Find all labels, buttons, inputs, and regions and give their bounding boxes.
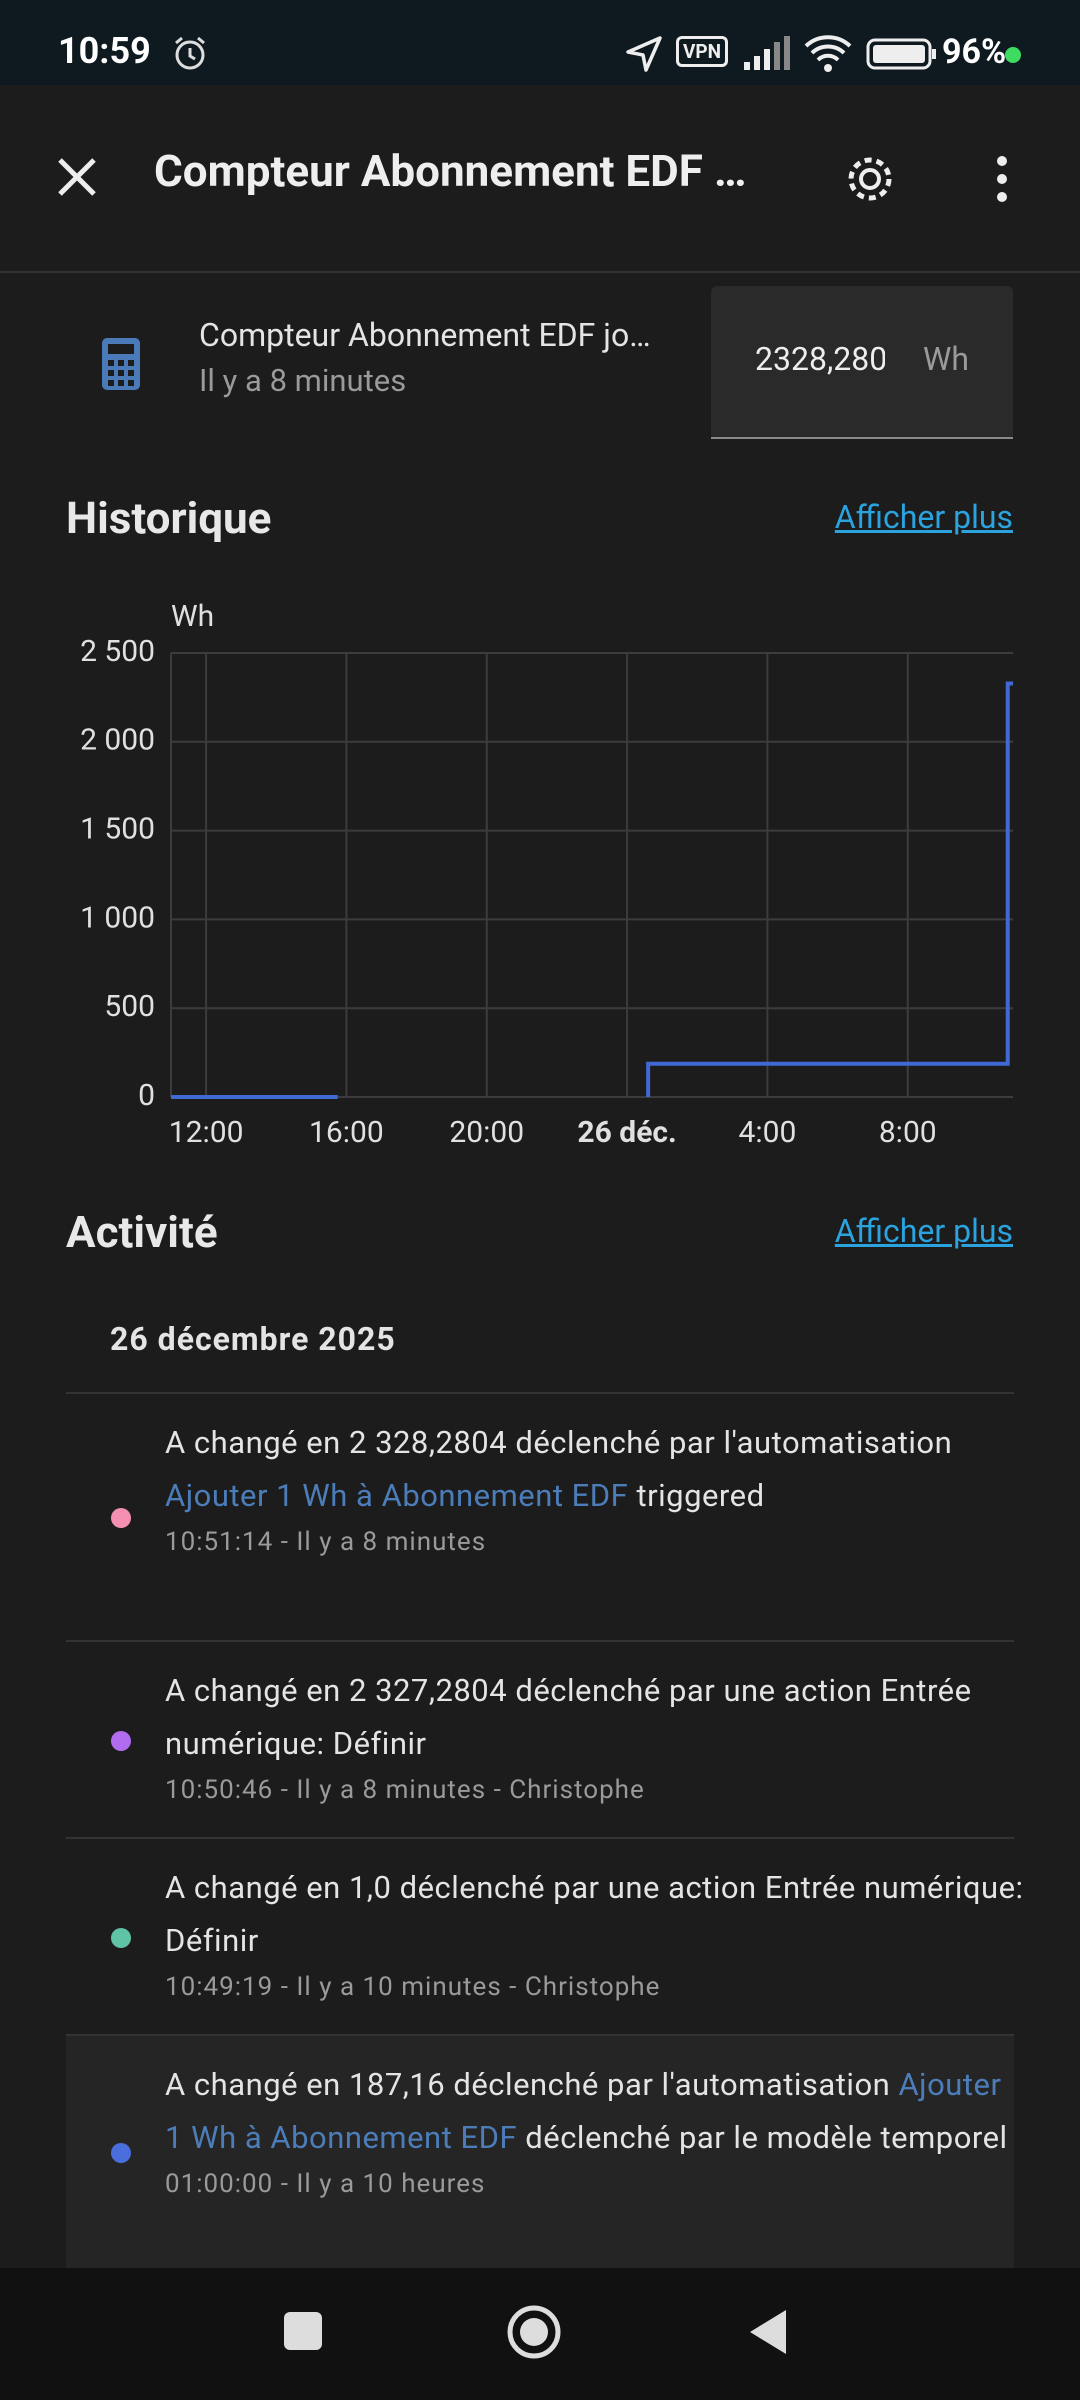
battery-icon — [866, 38, 936, 70]
vpn-badge: VPN — [676, 36, 729, 67]
alarm-icon — [175, 36, 205, 70]
value-input[interactable]: 2328,280 Wh — [711, 286, 1013, 439]
y-tick-label: 1 500 — [80, 812, 155, 847]
message-text: A changé en 2 327,2804 déclenché par une… — [165, 1672, 972, 1762]
y-tick-label: 0 — [138, 1078, 155, 1113]
activity-text: A changé en 2 327,2804 déclenché par une… — [165, 1664, 1025, 1810]
history-chart: Wh 0 500 1 000 1 500 2 000 2 500 12:00 16:00 20:… — [80, 599, 1013, 1150]
activity-item: A changé en 1,0 déclenché par une action… — [66, 1837, 1023, 2036]
location-icon — [626, 36, 662, 72]
calculator-icon — [102, 338, 140, 390]
y-axis-label: Wh — [171, 599, 214, 634]
activity-text: A changé en 187,16 déclenché par l'autom… — [165, 2058, 1025, 2204]
y-tick-label: 1 000 — [80, 900, 155, 935]
message-suffix: triggered — [628, 1477, 765, 1514]
activity-message: A changé en 2 328,2804 déclenché par l'a… — [165, 1416, 1025, 1522]
activity-dot — [111, 1730, 131, 1751]
x-tick-label: 26 déc. — [577, 1115, 676, 1150]
x-tick-label: 4:00 — [738, 1115, 796, 1150]
message-text: A changé en 187,16 déclenché par l'autom… — [165, 2066, 899, 2103]
x-tick-label: 16:00 — [309, 1115, 384, 1150]
y-tick-label: 500 — [104, 989, 155, 1024]
automation-link[interactable]: Ajouter 1 Wh à Abonnement EDF — [165, 2066, 1002, 2156]
status-bar: 10:59 VPN 96% — [0, 0, 1080, 85]
entity-name: Compteur Abonnement EDF jo… — [199, 316, 651, 354]
activity-date: 26 décembre 2025 — [110, 1320, 396, 1358]
activity-dot — [111, 1927, 131, 1948]
signal-icon — [744, 36, 790, 70]
entity-updated: Il y a 8 minutes — [199, 362, 407, 399]
x-tick-label: 20:00 — [449, 1115, 524, 1150]
settings-button[interactable] — [840, 149, 900, 209]
y-tick-label: 2 500 — [80, 634, 155, 669]
more-link[interactable]: Afficher plus — [834, 1212, 1013, 1250]
automation-link[interactable]: Ajouter 1 Wh à Abonnement EDF — [165, 1477, 629, 1514]
activity-meta: 01:00:00 - Il y a 10 heures — [165, 2169, 486, 2199]
more-link[interactable]: Afficher plus — [834, 498, 1013, 536]
data-line — [171, 681, 1013, 1099]
page-title: Compteur Abonnement EDF … — [154, 145, 747, 197]
activity-meta: 10:49:19 - Il y a 10 minutes - Christoph… — [165, 1972, 661, 2002]
x-tick-label: 8:00 — [879, 1115, 937, 1150]
input-unit: Wh — [923, 340, 970, 378]
message-text: A changé en 1,0 déclenché par une action… — [165, 1869, 1024, 1959]
activity-item: A changé en 187,16 déclenché par l'autom… — [66, 2034, 1014, 2270]
recents-button[interactable] — [284, 2312, 322, 2350]
activity-message: A changé en 2 327,2804 déclenché par une… — [165, 1664, 1025, 1770]
nav-bar — [0, 2268, 1080, 2400]
wifi-icon — [804, 35, 852, 72]
battery-level: 96% — [942, 32, 1007, 72]
input-value: 2328,280 — [755, 340, 885, 378]
activity-dot — [111, 2143, 131, 2163]
section-title: Activité — [66, 1206, 218, 1258]
message-suffix: déclenché par le modèle temporel — [517, 2119, 1008, 2156]
activity-message: A changé en 187,16 déclenché par l'autom… — [165, 2058, 1025, 2164]
close-button[interactable] — [52, 152, 102, 202]
back-button[interactable] — [746, 2308, 790, 2356]
privacy-dot — [1005, 47, 1021, 63]
activity-text: A changé en 1,0 déclenché par une action… — [165, 1861, 1025, 2007]
activity-item: A changé en 2 328,2804 déclenché par l'a… — [66, 1392, 1014, 1642]
activity-item: A changé en 2 327,2804 déclenché par une… — [66, 1640, 1014, 1839]
x-tick-label: 12:00 — [169, 1115, 244, 1150]
activity-message: A changé en 1,0 déclenché par une action… — [165, 1861, 1025, 1967]
activity-meta: 10:50:46 - Il y a 8 minutes - Christophe — [165, 1775, 645, 1805]
menu-button[interactable] — [990, 149, 1014, 209]
activity-meta: 10:51:14 - Il y a 8 minutes — [165, 1527, 487, 1557]
section-title: Historique — [66, 492, 272, 544]
home-button[interactable] — [506, 2304, 562, 2360]
activity-text: A changé en 2 328,2804 déclenché par l'a… — [165, 1416, 1025, 1562]
clock: 10:59 — [58, 30, 151, 72]
message-text: A changé en 2 328,2804 déclenché par l'a… — [165, 1424, 953, 1461]
activity-dot — [111, 1508, 131, 1528]
app-bar: Compteur Abonnement EDF … — [0, 85, 1080, 273]
y-tick-label: 2 000 — [80, 723, 155, 758]
